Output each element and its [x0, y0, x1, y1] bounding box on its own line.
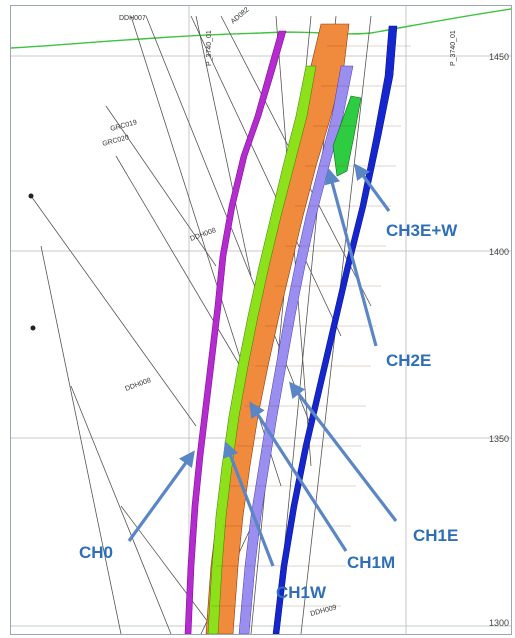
arrow-ch1e: [289, 381, 398, 522]
drillhole-collar-dots: [28, 193, 36, 331]
arrow-ch1m: [249, 401, 348, 552]
ch1w-zone: [207, 65, 317, 634]
drillhole-trace: [70, 385, 172, 634]
cross-section-drawing: DDH007 GRC019 GRC020 DDH008 DDH009 AD082…: [11, 6, 511, 634]
drillhole-label: DDH008: [189, 227, 217, 243]
drillhole-trace: [120, 505, 212, 627]
ch2e-zone: [332, 95, 362, 177]
drillhole-trace: [190, 15, 342, 337]
drillhole-label: P_3740_01: [206, 30, 213, 66]
arrow-ch1w: [223, 441, 275, 567]
label-ch1m: CH1M: [347, 553, 396, 572]
drillhole-trace: [195, 15, 252, 277]
drillhole-label: GRC020: [102, 134, 130, 148]
drillhole-trace: [115, 155, 247, 377]
drillhole-label: DDH007: [119, 15, 146, 22]
elevation-label-1400: 1400: [488, 247, 509, 257]
arrow-ch0: [127, 450, 195, 542]
elevation-label-1350: 1350: [488, 434, 509, 444]
drillhole-trace: [30, 195, 197, 427]
topography-line: [11, 8, 511, 49]
ch1e-zone: [238, 65, 354, 634]
ch1m-zone: [205, 23, 350, 634]
arrow-ch2e: [324, 167, 378, 347]
elevation-label-1300: 1300: [488, 618, 509, 628]
arrow-ch3ew: [354, 163, 391, 212]
drillhole-label: GRC019: [110, 119, 138, 133]
drillhole-label: DDH008: [124, 377, 152, 393]
ch0-zone: [184, 30, 287, 634]
label-ch2e: CH2E: [386, 351, 432, 370]
drillhole-label: AD082: [230, 6, 251, 25]
label-ch3ew: CH3E+W: [386, 221, 458, 240]
elevation-label-1450: 1450: [488, 52, 509, 62]
geological-section-frame: DDH007 GRC019 GRC020 DDH008 DDH009 AD082…: [10, 5, 512, 635]
drillhole-trace: [40, 245, 122, 634]
callout-arrows: [127, 163, 398, 567]
grid-lines: [11, 6, 511, 634]
label-ch0: CH0: [79, 543, 114, 562]
label-ch1e: CH1E: [413, 526, 459, 545]
label-ch1w: CH1W: [276, 583, 327, 602]
drillhole-label: DDH009: [310, 604, 338, 618]
drillhole-label: P_3740_01: [450, 30, 457, 66]
drillhole-trace: [105, 105, 217, 267]
